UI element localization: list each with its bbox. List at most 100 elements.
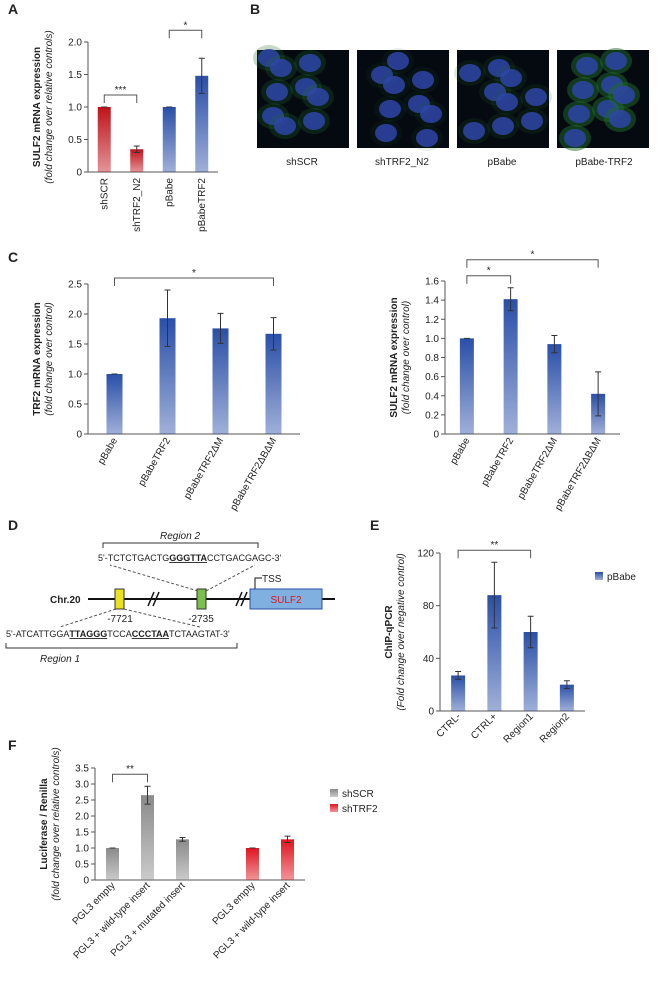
bar — [97, 107, 111, 172]
nucleus — [383, 76, 405, 94]
x-tick-label: pBabeTRF2 — [137, 436, 174, 489]
nucleus — [463, 122, 485, 140]
y-tick-label: 2.5 — [75, 796, 89, 807]
bar — [281, 839, 294, 880]
nucleus — [416, 129, 438, 147]
site-label: -2735 — [188, 614, 214, 625]
nucleus — [303, 112, 325, 130]
y-tick-label: 1.5 — [75, 828, 89, 839]
image-label: pBabe-TRF2 — [575, 157, 633, 168]
x-tick-label: pBabe — [448, 436, 472, 467]
error-bar — [284, 835, 291, 844]
panel-label: B — [250, 1, 260, 17]
bar — [265, 333, 282, 434]
y-axis-title: ChIP-qPCR — [384, 605, 395, 659]
error-bar — [179, 836, 186, 842]
sequence: 5'-ATCATTGGATTAGGGTCCACCCTAATCTAAGTAT-3' — [6, 629, 230, 639]
significance-label: ** — [126, 764, 134, 775]
legend-swatch — [330, 789, 338, 797]
y-axis-subtitle: (fold change over control) — [401, 301, 412, 414]
tss-arrow — [254, 577, 262, 590]
y-axis-title: TRF2 mRNA expression — [32, 302, 43, 416]
y-tick-label: 1.6 — [425, 277, 439, 288]
nucleus — [459, 64, 481, 82]
x-tick-label: Region1 — [502, 711, 536, 745]
nucleus — [500, 69, 522, 87]
nucleus — [379, 100, 401, 118]
y-tick-label: 40 — [423, 654, 435, 665]
y-axis-subtitle: (fold change over relative controls) — [44, 30, 55, 183]
site — [114, 588, 125, 610]
x-tick-label: pBabeTRF2 — [197, 178, 208, 232]
bar — [547, 344, 562, 434]
significance-label: *** — [115, 85, 127, 96]
x-tick-label: CTRL+ — [469, 711, 499, 741]
nucleus — [412, 71, 434, 89]
site-label: -7721 — [107, 614, 133, 625]
bar — [503, 299, 518, 434]
x-tick-label: pBabe — [164, 178, 175, 207]
error-bar — [551, 335, 558, 354]
x-tick-label: Region2 — [538, 711, 572, 745]
y-tick-label: 0.5 — [68, 135, 82, 146]
x-tick-label: shTRF2_N2 — [132, 178, 143, 232]
region-label: Region 2 — [160, 531, 200, 542]
y-tick-label: 1.4 — [425, 296, 439, 307]
panel-label: F — [8, 737, 17, 753]
bar — [487, 595, 502, 711]
bar — [195, 75, 209, 172]
significance-bracket — [466, 275, 512, 284]
significance-label: * — [487, 266, 491, 277]
x-tick-label: pBabeTRF2ΔBΔM — [228, 436, 279, 513]
y-tick-label: 120 — [417, 549, 434, 560]
significance-bracket — [168, 29, 203, 39]
y-tick-label: 3.0 — [75, 780, 89, 791]
y-axis-title: Luciferase / Renilla — [39, 778, 50, 870]
image-label: shSCR — [286, 157, 318, 168]
nucleus — [387, 52, 409, 70]
y-tick-label: 0 — [76, 430, 82, 441]
nucleus — [299, 54, 321, 72]
y-tick-label: 1.0 — [75, 844, 89, 855]
bar — [130, 149, 144, 172]
nucleus — [613, 86, 635, 104]
legend-swatch — [595, 572, 603, 580]
nucleus — [576, 57, 598, 75]
y-tick-label: 0.8 — [425, 353, 439, 364]
x-tick-label: pBabeTRF2ΔM — [516, 436, 560, 501]
bar — [246, 848, 259, 880]
nucleus — [266, 83, 288, 101]
y-tick-label: 0.5 — [75, 860, 89, 871]
x-tick-label: CTRL- — [435, 711, 464, 740]
tss-label: TSS — [262, 574, 282, 585]
error-bar — [217, 312, 224, 344]
connector — [59, 564, 256, 628]
y-axis-subtitle: (Fold change over negative control) — [396, 553, 407, 710]
y-tick-label: 1.2 — [425, 315, 439, 326]
y-tick-label: 0 — [83, 876, 89, 887]
panel-label: C — [8, 249, 18, 265]
panel-label: D — [8, 517, 18, 533]
y-tick-label: 1.0 — [68, 370, 82, 381]
bar — [523, 632, 538, 711]
significance-bracket — [112, 773, 148, 783]
nucleus — [270, 59, 292, 77]
error-bar — [144, 785, 151, 805]
significance-label: * — [531, 250, 535, 261]
x-tick-label: pBabeTRF2 — [480, 436, 517, 489]
nucleus — [605, 52, 627, 70]
bar — [451, 675, 466, 711]
y-tick-label: 0.5 — [68, 400, 82, 411]
nucleus — [496, 93, 518, 111]
image-label: pBabe — [488, 157, 517, 168]
y-axis-title: SULF2 mRNA expression — [389, 297, 400, 417]
x-tick-label: pBabeTRF2ΔBΔM — [553, 436, 604, 513]
bar — [141, 795, 154, 880]
error-bar — [164, 289, 171, 347]
y-axis-subtitle: (fold change over control) — [44, 302, 55, 415]
nucleus — [492, 117, 514, 135]
nucleus — [375, 124, 397, 142]
nucleus — [572, 81, 594, 99]
y-tick-label: 0.6 — [425, 372, 439, 383]
legend-label: shTRF2 — [342, 804, 378, 815]
